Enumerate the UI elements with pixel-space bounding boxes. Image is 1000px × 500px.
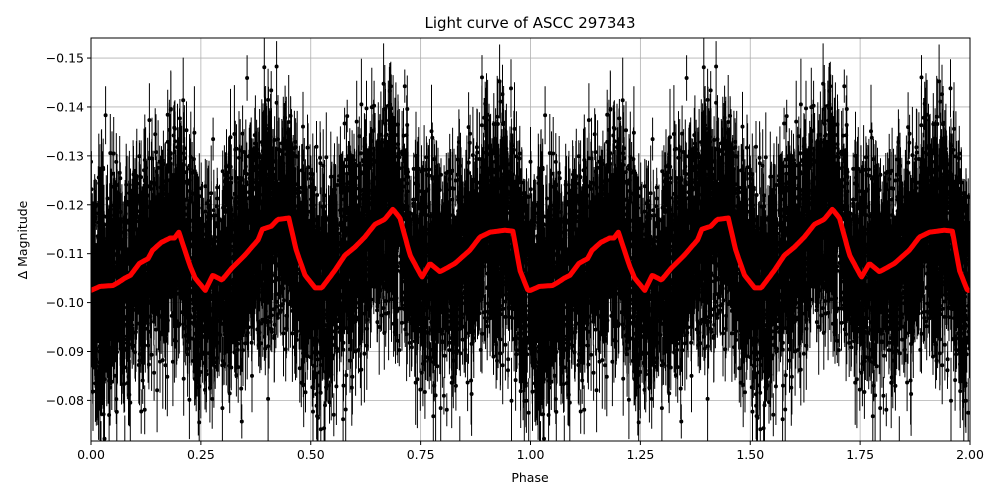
y-tick-label: −0.15	[46, 51, 84, 66]
y-tick-label: −0.08	[46, 393, 84, 408]
y-axis-ticks: −0.15 −0.14 −0.13 −0.12 −0.11 −0.10 −0.09 −0.08	[46, 51, 91, 408]
x-tick-label: 1.00	[517, 447, 545, 462]
x-tick-label: 1.50	[736, 447, 764, 462]
observation-points	[91, 38, 970, 441]
y-tick-label: −0.12	[46, 197, 84, 212]
x-axis-label: Phase	[511, 470, 549, 485]
y-tick-label: −0.11	[46, 246, 84, 261]
x-tick-label: 2.00	[956, 447, 984, 462]
y-tick-label: −0.10	[46, 295, 84, 310]
x-tick-label: 0.75	[407, 447, 435, 462]
model-curve	[91, 206, 970, 293]
y-tick-label: −0.13	[46, 148, 84, 163]
chart-title: Light curve of ASCC 297343	[425, 14, 636, 32]
x-tick-label: 1.75	[846, 447, 874, 462]
x-tick-label: 1.25	[626, 447, 654, 462]
y-axis-label: Δ Magnitude	[15, 200, 30, 279]
x-axis-ticks: 0.00 0.25 0.50 0.75 1.00 1.25 1.50 1.75 2.00	[77, 441, 984, 462]
x-tick-label: 0.25	[187, 447, 215, 462]
x-tick-label: 0.00	[77, 447, 105, 462]
x-tick-label: 0.50	[297, 447, 325, 462]
y-tick-label: −0.09	[46, 344, 84, 359]
y-tick-label: −0.14	[46, 99, 84, 114]
